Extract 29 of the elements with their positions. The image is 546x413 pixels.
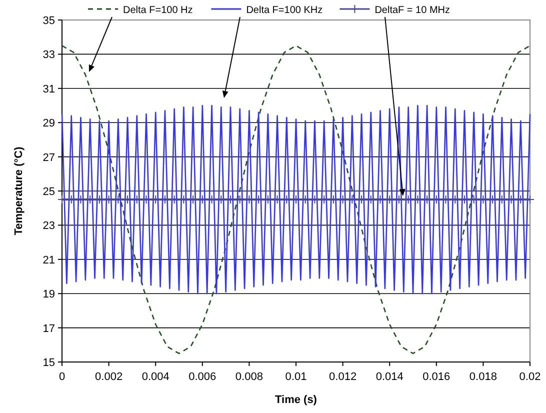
x-tick-label: 0.002 bbox=[95, 371, 123, 383]
y-tick-label: 35 bbox=[42, 15, 55, 27]
y-tick-label: 15 bbox=[42, 357, 55, 369]
x-tick-label: 0.014 bbox=[376, 371, 404, 383]
y-tick-label: 25 bbox=[42, 186, 55, 198]
legend-label: Delta F=100 Hz bbox=[123, 5, 193, 16]
y-tick-label: 33 bbox=[42, 49, 55, 62]
y-tick-label: 31 bbox=[42, 83, 55, 96]
legend-label: Delta F=100 KHz bbox=[246, 5, 323, 16]
x-tick-label: 0.016 bbox=[422, 371, 450, 383]
x-axis-title: Time (s) bbox=[275, 394, 318, 406]
legend-label: DeltaF = 10 MHz bbox=[374, 5, 450, 16]
y-tick-label: 21 bbox=[42, 254, 55, 266]
y-tick-label: 17 bbox=[42, 322, 55, 335]
y-tick-label: 27 bbox=[42, 152, 55, 164]
x-tick-label: 0.01 bbox=[285, 371, 307, 383]
y-axis-title: Temperature (°C) bbox=[13, 146, 25, 236]
x-tick-label: 0.006 bbox=[188, 371, 216, 383]
x-tick-label: 0.012 bbox=[329, 371, 357, 383]
x-tick-label: 0 bbox=[58, 371, 66, 383]
line-series bbox=[61, 45, 531, 354]
x-tick-label: 0.008 bbox=[235, 371, 263, 383]
y-tick-label: 29 bbox=[42, 118, 55, 130]
x-tick-label: 0.004 bbox=[142, 371, 170, 383]
y-tick-label: 23 bbox=[42, 220, 55, 232]
y-tick-label: 19 bbox=[42, 288, 55, 301]
x-tick-label: 0.02 bbox=[519, 371, 541, 383]
line-series bbox=[61, 104, 531, 294]
x-tick-label: 0.018 bbox=[469, 371, 497, 383]
